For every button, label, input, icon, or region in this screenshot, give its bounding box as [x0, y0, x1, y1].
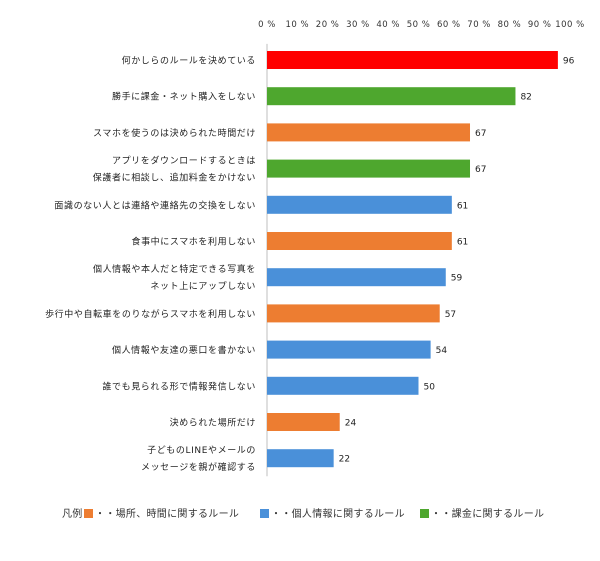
bar [267, 87, 516, 106]
bar [267, 304, 440, 323]
bar-value-label: 67 [475, 129, 486, 139]
x-tick-label: 60 % [437, 20, 461, 30]
bar-value-label: 59 [451, 274, 463, 284]
x-tick-label: 10 % [285, 20, 309, 30]
bar-value-label: 67 [475, 165, 486, 175]
legend: 凡例 ・・場所、時間に関するルール ・・個人情報に関するルール ・・課金に関するルール [62, 507, 544, 520]
bar-value-label: 96 [563, 57, 575, 67]
bar-value-label: 61 [457, 238, 468, 248]
x-tick-label: 40 % [376, 20, 400, 30]
category-label: 保護者に相談し、追加料金をかけない [93, 172, 256, 184]
bar [267, 449, 334, 468]
category-label: 子どものLINEやメールの [147, 445, 256, 456]
category-label: 個人情報や本人だと特定できる写真を [93, 263, 256, 275]
bar-value-label: 24 [345, 419, 357, 429]
category-labels: 何かしらのルールを決めている勝手に課金・ネット購入をしないスマホを使うのは決めら… [45, 55, 256, 474]
value-labels: 96 82 67 67 61 61 59 57 54 50 24 22 [339, 57, 575, 465]
bar-value-label: 61 [457, 201, 468, 211]
category-label: 食事中にスマホを利用しない [131, 236, 256, 248]
bar-value-label: 50 [424, 382, 436, 392]
legend-label: ・・課金に関するルール [431, 507, 544, 520]
legend-prefix: 凡例 [62, 507, 83, 520]
category-label: ネット上にアップしない [150, 281, 256, 292]
bar-value-label: 22 [339, 455, 350, 465]
category-label: アプリをダウンロードするときは [112, 155, 256, 167]
bar [267, 268, 446, 287]
bar [267, 340, 431, 359]
bar [267, 123, 471, 142]
x-axis-ticks: 0 % 10 % 20 % 30 % 40 % 50 % 60 % 70 % 80 % 90 % 1… [258, 20, 585, 30]
bar [267, 51, 558, 69]
x-tick-label: 80 % [498, 20, 522, 30]
x-tick-label: 100 % [555, 20, 585, 30]
category-label: 個人情報や友達の悪口を書かない [112, 344, 256, 356]
category-label: 誰でも見られる形で情報発信しない [102, 380, 256, 392]
bar [267, 232, 452, 250]
category-label: メッセージを親が確認する [141, 461, 256, 473]
category-label: 何かしらのルールを決めている [122, 55, 256, 67]
bars [267, 51, 558, 468]
bar [267, 159, 471, 178]
category-label: スマホを使うのは決められた時間だけ [93, 127, 256, 139]
x-tick-label: 70 % [467, 20, 491, 30]
category-label: 面識のない人とは連絡や連絡先の交換をしない [54, 199, 256, 211]
x-tick-label: 20 % [316, 20, 340, 30]
legend-swatch [84, 509, 93, 518]
category-label: 勝手に課金・ネット購入をしない [112, 91, 256, 103]
legend-swatch [420, 509, 429, 518]
bar [267, 195, 452, 214]
category-label: 決められた場所だけ [170, 417, 256, 429]
bar-value-label: 82 [520, 93, 531, 103]
bar [267, 413, 340, 431]
legend-swatch [260, 509, 269, 518]
bar-value-label: 54 [436, 346, 448, 356]
legend-label: ・・個人情報に関するルール [271, 507, 405, 520]
category-label: 歩行中や自転車をのりながらスマホを利用しない [45, 308, 256, 320]
x-tick-label: 0 % [258, 20, 276, 30]
x-tick-label: 90 % [528, 20, 552, 30]
x-tick-label: 50 % [407, 20, 431, 30]
bar [267, 376, 419, 395]
bar-value-label: 57 [445, 310, 456, 320]
x-tick-label: 30 % [346, 20, 370, 30]
legend-label: ・・場所、時間に関するルール [95, 507, 239, 520]
